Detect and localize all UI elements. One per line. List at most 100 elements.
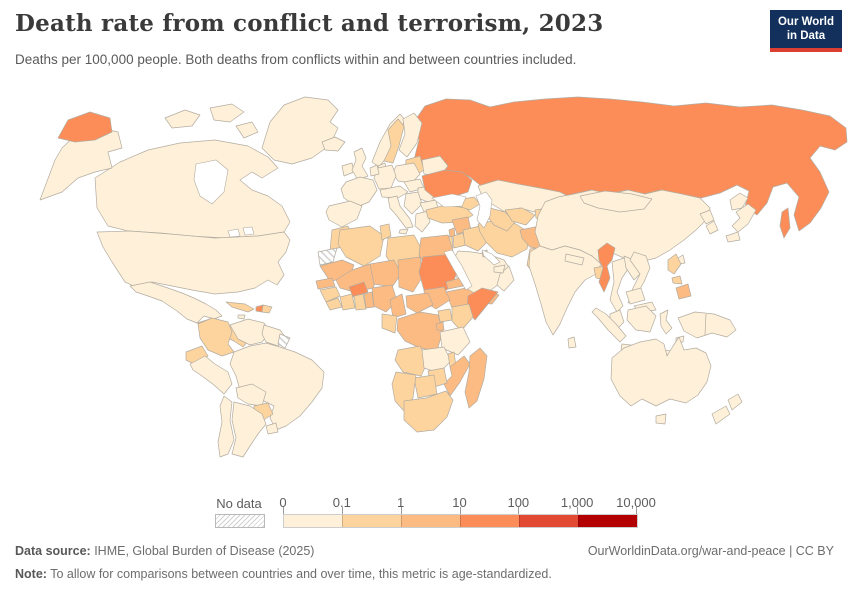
- legend-tick-label: 0: [279, 495, 287, 510]
- note-label: Note:: [15, 567, 47, 581]
- legend-tick-label: 1,000: [560, 495, 594, 510]
- country-tunisia[interactable]: [379, 223, 392, 241]
- country-peru[interactable]: [189, 355, 233, 395]
- country-spain-portugal[interactable]: [325, 200, 363, 228]
- country-sweden[interactable]: [383, 118, 405, 164]
- country-tanzania[interactable]: [439, 326, 471, 356]
- country-finland[interactable]: [398, 112, 423, 158]
- country-sri-lanka[interactable]: [567, 336, 577, 349]
- country-uzbekistan[interactable]: [504, 207, 536, 226]
- no-data-swatch[interactable]: [215, 514, 265, 528]
- country-chad[interactable]: [397, 256, 424, 293]
- country-south-africa[interactable]: [403, 390, 454, 433]
- country-congo-gabon[interactable]: [381, 313, 398, 334]
- country-france[interactable]: [340, 176, 378, 208]
- country-new-zealand-south[interactable]: [711, 405, 731, 425]
- country-angola[interactable]: [394, 345, 429, 377]
- country-italy[interactable]: [387, 195, 414, 229]
- country-french-guiana[interactable]: [277, 333, 291, 349]
- country-uae[interactable]: [493, 264, 506, 274]
- country-greenland[interactable]: [261, 96, 339, 165]
- country-japan-honshu[interactable]: [731, 203, 757, 233]
- legend-tick-label: 10,000: [616, 495, 656, 510]
- country-canada-arctic[interactable]: [164, 109, 201, 129]
- country-south-korea[interactable]: [705, 220, 719, 235]
- note-text: To allow for comparisons between countri…: [46, 567, 552, 581]
- country-canada-arctic[interactable]: [235, 121, 259, 139]
- footer-link[interactable]: OurWorldinData.org/war-and-peace | CC BY: [587, 544, 834, 558]
- persian-gulf: [481, 249, 501, 266]
- country-mozambique[interactable]: [443, 355, 471, 397]
- country-russia-chukotka[interactable]: [57, 111, 113, 143]
- country-togo-benin[interactable]: [363, 291, 375, 309]
- country-philippines-luzon[interactable]: [667, 253, 682, 275]
- red-sea: [443, 249, 473, 291]
- legend-tick-label: 10: [452, 495, 467, 510]
- country-dominican-republic[interactable]: [261, 304, 273, 314]
- country-indonesia-borneo[interactable]: [626, 305, 657, 333]
- country-japan-kyushu[interactable]: [725, 231, 741, 243]
- legend-color-bar[interactable]: [283, 514, 638, 528]
- country-chile[interactable]: [217, 395, 235, 458]
- country-japan-hokkaido[interactable]: [729, 192, 749, 211]
- country-australia-tasmania[interactable]: [655, 413, 667, 425]
- page-subtitle: Deaths per 100,000 people. Both deaths f…: [15, 52, 577, 67]
- country-new-zealand-north[interactable]: [727, 393, 743, 411]
- country-eritrea[interactable]: [445, 277, 464, 290]
- legend-bin-swatch: [284, 515, 342, 527]
- country-canada[interactable]: [94, 139, 291, 239]
- country-north-korea[interactable]: [699, 209, 715, 225]
- country-australia[interactable]: [610, 336, 712, 407]
- country-alpine-states[interactable]: [379, 185, 409, 199]
- country-cuba[interactable]: [225, 301, 255, 313]
- country-benelux[interactable]: [369, 164, 380, 177]
- country-philippines-mindanao[interactable]: [675, 283, 692, 300]
- country-kenya[interactable]: [451, 303, 474, 332]
- country-nepal[interactable]: [564, 253, 585, 266]
- country-central-african-republic[interactable]: [405, 292, 434, 314]
- country-ivory-coast[interactable]: [339, 293, 356, 311]
- country-botswana[interactable]: [413, 374, 438, 399]
- country-usa-alaska[interactable]: [39, 127, 123, 201]
- legend-tick-mark: [400, 507, 402, 514]
- country-rwanda-burundi[interactable]: [435, 321, 445, 331]
- country-ukraine[interactable]: [421, 169, 473, 200]
- country-russia-sakhalin[interactable]: [779, 207, 791, 239]
- country-burkina-faso[interactable]: [348, 281, 369, 298]
- country-algeria[interactable]: [337, 225, 385, 267]
- country-uk[interactable]: [351, 147, 369, 181]
- country-ghana[interactable]: [353, 293, 367, 311]
- country-madagascar[interactable]: [464, 347, 488, 409]
- country-uruguay[interactable]: [265, 422, 279, 435]
- country-argentina[interactable]: [231, 401, 267, 458]
- country-balkans[interactable]: [403, 191, 423, 215]
- country-philippines-visayas[interactable]: [671, 275, 683, 285]
- country-iceland[interactable]: [321, 136, 346, 152]
- country-new-guinea[interactable]: [677, 311, 737, 339]
- country-oman[interactable]: [496, 265, 515, 292]
- country-greece[interactable]: [414, 210, 431, 233]
- country-zambia[interactable]: [421, 346, 452, 374]
- country-niger[interactable]: [369, 259, 402, 288]
- legend-tick-mark: [577, 507, 579, 514]
- country-myanmar[interactable]: [597, 242, 616, 293]
- country-indonesia-sumatra[interactable]: [591, 307, 627, 343]
- country-guinea[interactable]: [319, 286, 341, 303]
- country-canada-arctic[interactable]: [209, 103, 245, 123]
- owid-logo[interactable]: Our World in Data: [769, 10, 842, 52]
- country-india[interactable]: [528, 245, 602, 336]
- country-indonesia-sulawesi[interactable]: [659, 309, 673, 335]
- country-western-sahara[interactable]: [317, 247, 338, 266]
- hudson-bay: [193, 159, 229, 205]
- country-mongolia[interactable]: [579, 190, 653, 213]
- country-senegal[interactable]: [315, 277, 336, 290]
- data-source-line: Data source: IHME, Global Burden of Dise…: [15, 544, 314, 558]
- country-cambodia[interactable]: [625, 287, 646, 305]
- country-uganda[interactable]: [437, 308, 453, 323]
- country-cameroon[interactable]: [389, 293, 407, 319]
- country-italy-sicily[interactable]: [398, 228, 409, 235]
- country-colombia[interactable]: [197, 317, 235, 357]
- country-drc[interactable]: [396, 311, 444, 352]
- country-jamaica[interactable]: [237, 314, 246, 320]
- country-usa[interactable]: [96, 230, 291, 295]
